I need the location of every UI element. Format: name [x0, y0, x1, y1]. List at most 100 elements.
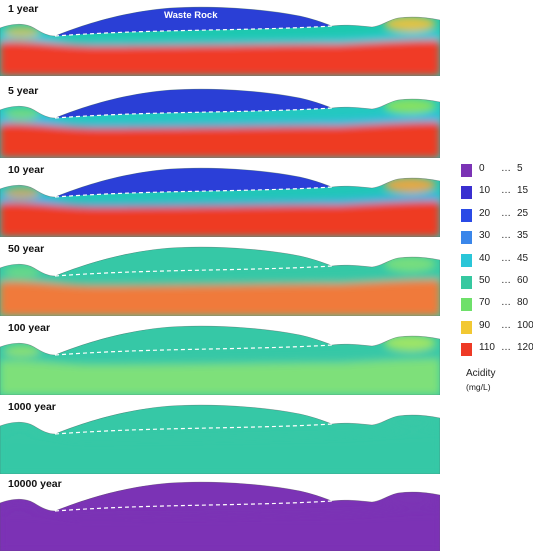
legend-entry: 30 … 35	[458, 230, 533, 245]
legend-range: 30 … 35	[479, 230, 528, 241]
legend-entry: 110 … 120	[458, 342, 533, 357]
accent-zone	[4, 187, 40, 199]
legend-range: 0 … 5	[479, 163, 523, 174]
legend-high: 60	[517, 275, 529, 286]
waste-rock-dump	[55, 482, 332, 511]
legend-range: 90 … 100	[479, 320, 533, 331]
panel-5-year: 5 year	[0, 84, 440, 158]
legend-swatch	[461, 231, 472, 245]
legend-title: Acidity	[466, 368, 496, 379]
legend-ellipsis: …	[501, 230, 511, 242]
dump-base-dashed-line	[54, 500, 333, 512]
legend-high: 5	[517, 163, 523, 174]
gradient-bands	[0, 16, 440, 76]
legend-swatch	[461, 208, 472, 222]
legend-swatch	[461, 186, 472, 200]
legend-low: 40	[479, 252, 491, 264]
accent-zone	[4, 501, 40, 513]
legend-ellipsis: …	[501, 297, 511, 309]
waste-rock-dump	[55, 405, 332, 434]
lower-zone	[0, 280, 440, 316]
panel-1-year: 1 year Waste Rock	[0, 2, 440, 76]
panel-50-year: 50 year	[0, 242, 440, 316]
terrain-outline	[0, 404, 440, 474]
lower-zone	[0, 359, 440, 395]
legend-swatch	[461, 253, 472, 267]
gradient-bands	[0, 256, 440, 316]
waste-rock-dump	[55, 7, 332, 36]
panel-time-label: 1 year	[8, 3, 39, 15]
legend-entry: 50 … 60	[458, 275, 533, 289]
legend-entry: 70 … 80	[458, 297, 533, 312]
legend-high: 100	[517, 319, 533, 331]
legend-range: 20 … 25	[479, 208, 528, 219]
legend-high: 15	[517, 185, 529, 197]
terrain-outline	[0, 6, 440, 76]
gradient-bands	[0, 177, 440, 237]
waste-rock-dump	[55, 168, 332, 197]
legend-range: 50 … 60	[479, 275, 528, 286]
dump-base-dashed-line	[54, 265, 333, 277]
legend-entry: 90 … 100	[458, 320, 533, 334]
legend-ellipsis: …	[501, 275, 511, 286]
panel-10000-year: 10000 year	[0, 477, 440, 551]
simulation-panels: 1 year Waste Rock 5 year 10 year 50 year 100 …	[0, 2, 440, 551]
legend-range: 10 … 15	[479, 185, 528, 196]
legend-high: 25	[517, 207, 529, 219]
waste-rock-dump	[55, 89, 332, 118]
terrain-outline	[0, 88, 440, 158]
accent-zone	[384, 491, 436, 507]
legend-entry: 0 … 5	[458, 163, 533, 177]
legend-entry: 40 … 45	[458, 253, 533, 267]
legend-swatch	[461, 164, 472, 177]
acidity-contour-plot	[0, 404, 440, 474]
gradient-bands	[0, 491, 440, 551]
dump-base-dashed-line	[54, 25, 333, 37]
legend-entry: 20 … 25	[458, 208, 533, 222]
panel-time-label: 100 year	[8, 322, 51, 334]
legend-low: 30	[479, 230, 491, 242]
panel-10-year: 10 year	[0, 163, 440, 237]
panel-time-label: 1000 year	[8, 401, 56, 413]
accent-zone	[4, 345, 40, 357]
lower-zone	[0, 515, 440, 551]
legend-low: 10	[479, 185, 491, 197]
waste-rock-dump	[55, 326, 332, 355]
panel-time-label: 50 year	[8, 243, 45, 255]
legend-ellipsis: …	[501, 163, 511, 174]
dump-base-dashed-line	[54, 423, 333, 435]
terrain-outline	[0, 167, 440, 237]
legend-low: 110	[479, 342, 495, 354]
accent-zone	[4, 266, 40, 278]
dump-base-dashed-line	[54, 107, 333, 119]
acidity-contour-plot	[0, 246, 440, 316]
dump-base-dashed-line	[54, 186, 333, 198]
acidity-contour-plot	[0, 325, 440, 395]
legend-high: 45	[517, 252, 529, 264]
legend-range: 40 … 45	[479, 253, 528, 264]
panel-time-label: 10000 year	[8, 478, 62, 490]
accent-zone	[384, 177, 436, 193]
legend-unit: (mg/L)	[466, 382, 491, 392]
accent-zone	[4, 108, 40, 120]
acidity-contour-plot	[0, 88, 440, 158]
accent-zone	[4, 26, 40, 38]
acidity-contour-plot	[0, 6, 440, 76]
legend-ellipsis: …	[501, 207, 511, 219]
legend-swatch	[461, 320, 472, 334]
lower-zone	[0, 201, 440, 237]
terrain-outline	[0, 481, 440, 551]
gradient-bands	[0, 414, 440, 474]
legend-high: 35	[517, 230, 529, 242]
lower-zone	[0, 40, 440, 76]
panel-time-label: 10 year	[8, 164, 45, 176]
legend-low: 0	[479, 163, 485, 174]
accent-zone	[384, 16, 436, 32]
legend-ellipsis: …	[501, 319, 511, 331]
dump-base-dashed-line	[54, 344, 333, 356]
panel-100-year: 100 year	[0, 321, 440, 395]
legend-high: 120	[517, 342, 533, 354]
legend-range: 70 … 80	[479, 297, 528, 308]
lower-zone	[0, 122, 440, 158]
legend-low: 50	[479, 275, 491, 286]
